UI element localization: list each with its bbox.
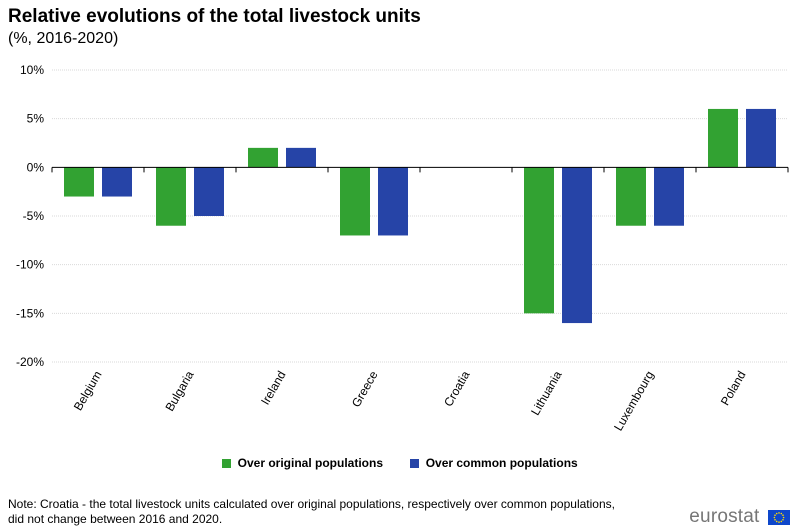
bar-original-bulgaria [156,167,186,226]
legend-item-common: Over common populations [410,456,578,470]
bar-original-poland [708,108,738,168]
x-tick-label: Belgium [71,369,105,414]
flag-star [782,513,784,516]
legend-label-original: Over original populations [237,456,383,470]
chart-subtitle: (%, 2016-2020) [8,30,119,47]
zero-axis [51,166,789,173]
bar-common-ireland [286,147,316,168]
footnote: Note: Croatia - the total livestock unit… [8,497,668,527]
x-tick-label: Ireland [258,369,288,408]
flag-star [780,520,783,522]
y-tick-label: -5% [23,209,45,223]
flag-star [775,520,778,522]
x-tick-label: Croatia [441,368,473,409]
bars [64,108,776,324]
bar-original-luxembourg [616,167,646,226]
legend-swatch-common [410,459,420,468]
flag-star [775,512,778,514]
y-tick-label: 0% [27,160,45,174]
bar-original-belgium [64,167,94,197]
bar-original-greece [340,167,370,236]
legend: Over original populations Over common po… [0,456,800,470]
footnote-line-2: did not change between 2016 and 2020. [8,512,223,526]
footnote-line-1: Note: Croatia - the total livestock unit… [8,497,615,511]
y-tick-label: 10% [20,63,44,77]
eurostat-logo: eurostat [689,506,790,527]
y-tick-label: -20% [16,355,44,369]
bar-common-greece [378,167,408,236]
x-tick-label: Bulgaria [162,368,196,413]
x-axis-ticks: Belgium Bulgaria Ireland Greece Croatia Lithu… [71,368,749,433]
y-axis-ticks: 10% 5% 0% -5% -10% -15% -20% [16,63,44,369]
bar-chart: 10% 5% 0% -5% -10% -15% -20% Belgium Bulgaria Ir… [16,63,789,433]
bar-common-bulgaria [194,167,224,216]
flag-star [780,512,783,514]
x-tick-label: Greece [349,368,381,409]
x-tick-label: Lithuania [528,368,565,417]
bar-common-belgium [102,167,132,197]
legend-label-common: Over common populations [425,456,578,470]
x-tick-label: Poland [718,369,749,408]
bar-common-poland [746,108,776,168]
y-tick-label: 5% [27,112,45,126]
grid-lines [52,69,788,363]
bar-original-lithuania [524,167,554,314]
y-tick-label: -15% [16,306,44,320]
bar-common-lithuania [562,167,592,324]
bar-common-luxembourg [654,167,684,226]
brand-name: eurostat [689,506,760,527]
legend-swatch-original [222,459,232,468]
chart-title: Relative evolutions of the total livesto… [8,6,421,27]
flag-star [778,520,780,523]
flag-star [773,516,776,518]
legend-item-original: Over original populations [222,456,383,470]
y-tick-label: -10% [16,258,44,272]
flag-star [774,513,776,516]
flag-star [778,511,780,514]
eu-flag-icon [768,509,790,525]
flag-star [774,518,776,521]
bar-original-ireland [248,147,278,168]
flag-star [782,516,785,518]
flag-star [782,518,784,521]
x-tick-label: Luxembourg [611,369,656,434]
